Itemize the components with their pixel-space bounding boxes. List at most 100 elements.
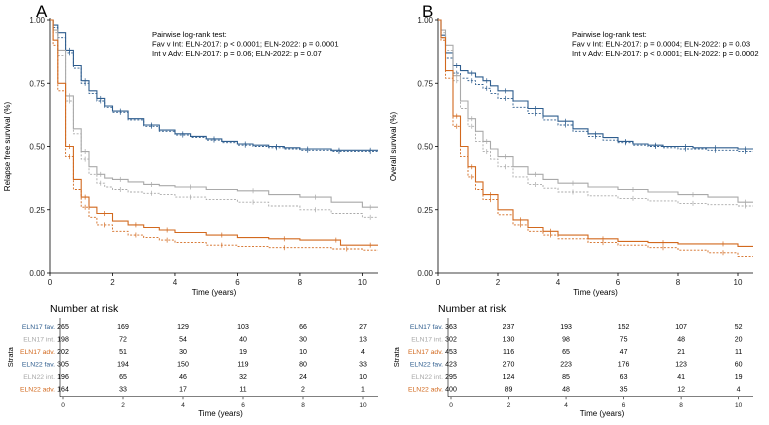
km-curve-eln22-fav (438, 19, 753, 153)
risk-count: 116 (503, 349, 514, 356)
risk-count: 72 (119, 337, 127, 344)
risk-count: 41 (677, 374, 685, 381)
risk-table-tick-label: 0 (61, 402, 65, 409)
x-tick-label: 8 (676, 278, 681, 287)
risk-count: 1 (361, 387, 365, 394)
risk-count: 19 (735, 374, 743, 381)
risk-count: 32 (239, 374, 247, 381)
risk-count: 130 (503, 337, 515, 344)
risk-table-tick-label: 8 (301, 402, 305, 409)
strata-label: ELN17 adv. (20, 349, 55, 356)
y-tick-label: 0.25 (29, 206, 45, 215)
risk-count: 164 (57, 387, 69, 394)
risk-table-x-label: Time (years) (580, 409, 625, 418)
strata-label: ELN17 int. (23, 337, 55, 344)
x-tick-label: 0 (436, 278, 441, 287)
km-curve-eln22-int (50, 19, 378, 218)
x-tick-label: 2 (110, 278, 115, 287)
risk-table-tick-label: 10 (359, 402, 367, 409)
risk-count: 63 (620, 374, 628, 381)
y-tick-label: 0.25 (417, 206, 433, 215)
strata-label: ELN17 fav. (22, 324, 55, 331)
risk-count: 33 (119, 387, 127, 394)
risk-count: 98 (562, 337, 570, 344)
risk-count: 85 (562, 374, 570, 381)
strata-axis-label: Strata (392, 346, 401, 367)
x-tick-label: 8 (298, 278, 303, 287)
risk-count: 129 (177, 324, 189, 331)
risk-count: 20 (735, 337, 743, 344)
risk-table-tick-label: 8 (679, 402, 683, 409)
risk-count: 4 (361, 349, 365, 356)
x-tick-label: 6 (616, 278, 621, 287)
x-tick-label: 4 (173, 278, 178, 287)
risk-count: 75 (620, 337, 628, 344)
logrank-annotation-line: Fav v Int: ELN-2017: p < 0.0001; ELN-202… (152, 40, 339, 49)
x-tick-label: 10 (358, 278, 367, 287)
y-tick-label: 1.00 (417, 16, 433, 25)
x-tick-label: 0 (48, 278, 53, 287)
risk-count: 10 (359, 374, 367, 381)
risk-count: 48 (677, 337, 685, 344)
risk-count: 51 (119, 349, 127, 356)
risk-count: 66 (299, 324, 307, 331)
risk-count: 35 (620, 387, 628, 394)
risk-count: 80 (299, 362, 307, 369)
risk-table-tick-label: 6 (241, 402, 245, 409)
risk-count: 24 (299, 374, 307, 381)
risk-count: 270 (503, 362, 515, 369)
risk-count: 65 (562, 349, 570, 356)
risk-count: 103 (237, 324, 249, 331)
risk-count: 27 (359, 324, 367, 331)
risk-count: 423 (445, 362, 457, 369)
strata-label: ELN22 fav. (410, 362, 443, 369)
risk-count: 202 (57, 349, 69, 356)
risk-count: 19 (239, 349, 247, 356)
y-tick-label: 0.75 (29, 79, 45, 88)
risk-count: 169 (117, 324, 129, 331)
logrank-annotation-line: Fav v Int: ELN-2017: p = 0.0004; ELN-202… (572, 40, 750, 49)
risk-count: 47 (620, 349, 628, 356)
logrank-annotation-line: Int v Adv: ELN-2017: p = 0.06; ELN-2022:… (152, 49, 322, 58)
y-axis-label: Relapse free survival (%) (3, 101, 12, 191)
risk-count: 196 (57, 374, 69, 381)
km-curve-eln22-adv (50, 19, 378, 251)
risk-count: 363 (445, 324, 457, 331)
y-tick-label: 0.50 (417, 143, 433, 152)
strata-label: ELN22 adv. (408, 387, 443, 394)
x-tick-label: 10 (734, 278, 743, 287)
logrank-annotation-line: Int v Adv: ELN-2017: p < 0.0001; ELN-202… (572, 49, 759, 58)
risk-count: 52 (735, 324, 743, 331)
risk-count: 40 (239, 337, 247, 344)
risk-count: 13 (359, 337, 367, 344)
risk-count: 194 (117, 362, 129, 369)
risk-table-x-label: Time (years) (198, 409, 243, 418)
risk-table-tick-label: 2 (507, 402, 511, 409)
y-tick-label: 0.50 (29, 143, 45, 152)
y-tick-label: 1.00 (29, 16, 45, 25)
strata-label: ELN22 fav. (22, 362, 55, 369)
risk-table-title: Number at risk (438, 303, 507, 315)
risk-count: 223 (560, 362, 572, 369)
risk-count: 198 (57, 337, 69, 344)
km-curve-eln22-fav (50, 19, 378, 153)
risk-count: 30 (179, 349, 187, 356)
risk-count: 193 (560, 324, 572, 331)
risk-table-tick-label: 4 (564, 402, 568, 409)
risk-count: 2 (301, 387, 305, 394)
risk-count: 176 (618, 362, 630, 369)
x-tick-label: 6 (235, 278, 240, 287)
risk-count: 11 (239, 387, 246, 394)
risk-count: 152 (618, 324, 630, 331)
x-tick-label: 2 (496, 278, 501, 287)
risk-count: 33 (359, 362, 367, 369)
panel-b: B 0.00 0.25 0.50 0.75 1.00 0 2 4 6 8 10 Time (years)… (389, 2, 759, 418)
risk-count: 48 (562, 387, 570, 394)
risk-count: 89 (505, 387, 513, 394)
y-tick-label: 0.00 (29, 269, 45, 278)
risk-count: 265 (57, 324, 69, 331)
risk-count: 302 (445, 337, 457, 344)
strata-label: ELN22 adv. (20, 387, 55, 394)
risk-count: 119 (237, 362, 248, 369)
risk-count: 54 (179, 337, 187, 344)
